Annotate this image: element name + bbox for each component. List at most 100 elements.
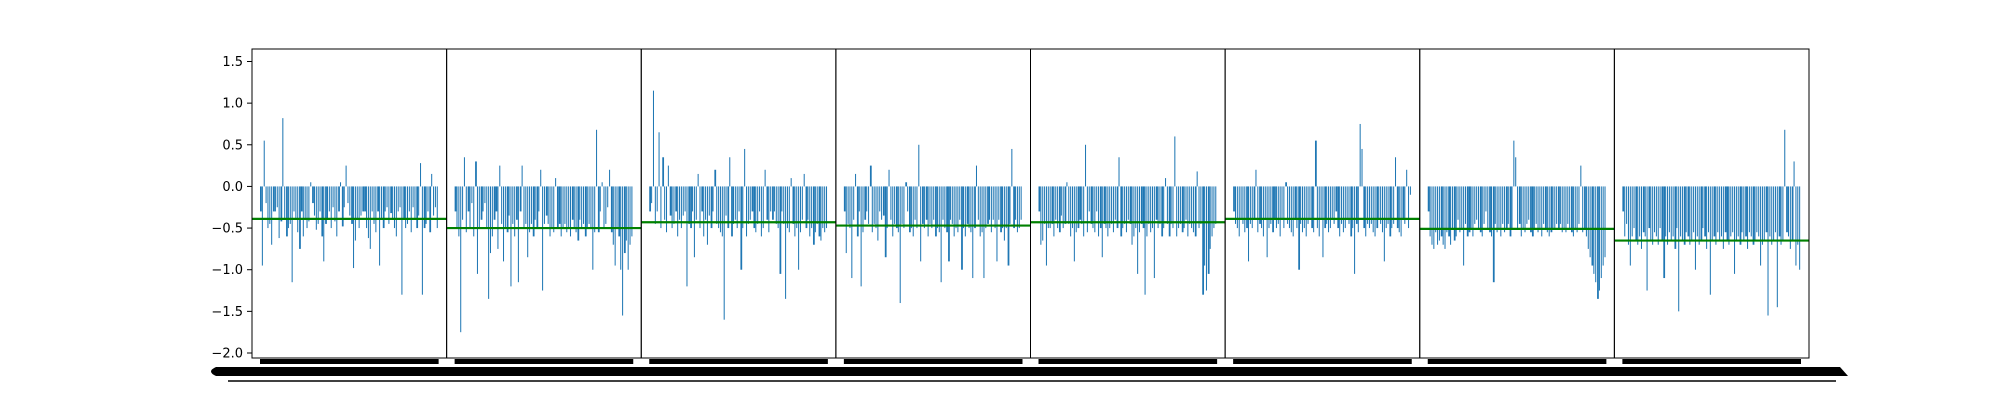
bar [577,186,580,241]
bar [944,186,946,229]
bar [1774,186,1776,233]
bar [1124,186,1126,224]
bar [1563,186,1565,229]
bar [972,186,974,279]
bar [1533,186,1535,229]
bar [1559,186,1561,224]
bar [1765,186,1768,233]
bar [699,186,701,229]
bar [1663,186,1666,279]
bar [1528,186,1530,220]
bar [304,186,306,220]
bar [1196,171,1198,187]
bar [933,186,935,220]
bar [777,186,779,229]
bar [1734,186,1736,274]
bar [1771,186,1773,245]
bar [1524,186,1526,233]
bar [1354,186,1356,274]
y-tick-label: −0.5 [211,222,243,237]
bar [1741,186,1743,233]
bar [1244,186,1246,233]
bar [1138,186,1140,233]
bar [473,186,475,237]
bar [996,186,998,262]
bar [882,186,885,216]
bar [1696,186,1698,237]
bar [1784,129,1786,187]
bar [1797,186,1799,245]
bar [794,186,796,237]
bar [1556,186,1558,224]
bar [287,186,289,229]
bar [1272,186,1274,233]
bar [289,186,291,224]
bar [1359,123,1361,187]
bar [1099,186,1102,229]
bar [525,186,527,224]
bar [393,186,395,229]
bar [1380,186,1382,224]
bar [1316,186,1318,229]
bar [1365,186,1367,237]
bar [1326,186,1328,224]
bar [514,186,516,237]
y-tick-label: 0.0 [222,180,243,195]
bar [421,186,423,295]
bar [1103,186,1106,224]
bar [1526,186,1528,224]
bar [467,186,470,212]
bar [532,186,535,237]
bar [366,186,368,229]
bar [1730,186,1732,237]
bar [1240,186,1242,220]
bar [1249,186,1251,224]
bar [558,186,561,224]
bar [760,186,762,237]
bar [1105,186,1107,229]
bar [1333,186,1335,224]
bar [736,186,738,229]
bar [334,186,336,222]
bar [1530,186,1532,233]
bar [1086,186,1088,233]
bar [1318,186,1320,237]
bar [269,186,271,224]
bar [1539,186,1541,229]
bar [562,186,564,229]
bar [1707,186,1709,233]
bar [1238,186,1240,237]
bar [1674,186,1677,249]
bar [892,186,894,237]
panel-8 [1613,48,1810,364]
bar [1020,186,1022,220]
bar [1453,186,1456,241]
bar [607,186,609,208]
bar [1717,186,1719,233]
bar [1704,186,1707,237]
bar [416,186,419,229]
bar [1300,186,1302,224]
x-tick-labels-overlap [1038,359,1218,364]
bar [1116,186,1119,229]
bar [755,186,757,233]
bar [1554,186,1556,229]
bar [1088,186,1090,212]
bar [790,178,792,187]
bar [358,186,360,229]
bar [323,186,325,262]
bar [1427,186,1430,212]
bar [1791,186,1794,241]
bar [543,186,545,224]
bar [1381,186,1383,233]
bar [489,186,491,254]
bar [299,186,301,249]
bar [549,186,551,237]
bar [886,186,888,229]
bar [877,186,879,241]
bar [916,186,918,229]
bar [425,186,427,224]
bar [1040,186,1042,245]
bar [354,186,356,241]
bar [1185,186,1187,220]
